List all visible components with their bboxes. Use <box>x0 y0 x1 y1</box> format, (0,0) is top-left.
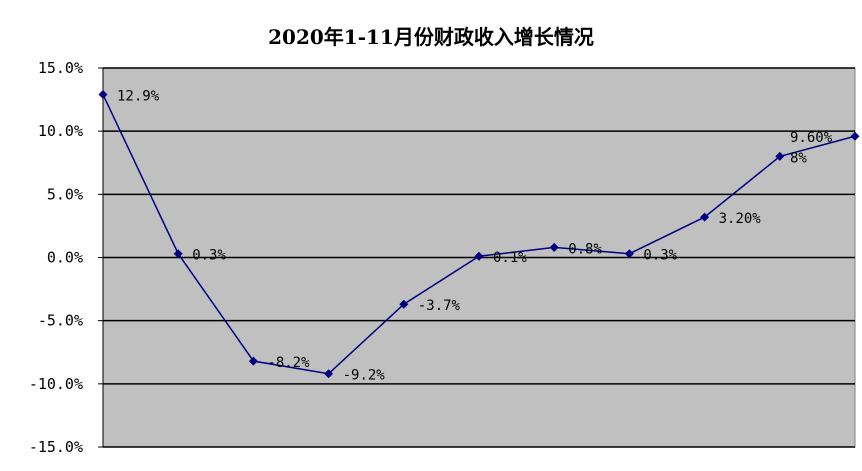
chart-title: 2020年1-11月份财政收入增长情况 <box>268 25 594 49</box>
data-label: 12.9% <box>117 89 160 105</box>
data-point <box>98 90 108 100</box>
data-point <box>549 242 559 252</box>
data-label: 0.3% <box>643 248 677 264</box>
data-point <box>474 251 484 261</box>
gridlines <box>98 67 855 448</box>
data-label: 0.1% <box>493 250 527 266</box>
data-point <box>173 249 183 259</box>
data-point <box>324 369 334 379</box>
data-label: -8.2% <box>267 355 310 371</box>
data-markers <box>98 90 860 379</box>
data-point <box>399 299 409 309</box>
data-label: -3.7% <box>418 298 461 314</box>
data-point <box>700 212 710 222</box>
data-point <box>624 249 634 259</box>
data-label: 0.3% <box>192 248 226 264</box>
y-tick-label: 15.0% <box>38 59 83 77</box>
y-tick-label: 10.0% <box>38 122 83 140</box>
data-label: 8% <box>790 150 807 166</box>
data-labels: 12.9% 0.3% -8.2% -9.2% -3.7% 0.1% 0.8% 0.3% 3.20… <box>117 89 833 384</box>
data-point <box>775 151 785 161</box>
data-label: 0.8% <box>568 241 602 257</box>
y-tick-label: 5.0% <box>47 185 83 203</box>
y-axis-ticks: 15.0% 10.0% 5.0% 0.0% -5.0% -10.0% -15.0% <box>29 59 83 456</box>
y-tick-label: -10.0% <box>29 375 83 393</box>
data-point <box>248 356 258 366</box>
y-tick-label: -15.0% <box>29 438 83 456</box>
data-label: 9.60% <box>790 130 833 146</box>
y-tick-label: -5.0% <box>38 312 83 330</box>
y-tick-label: 0.0% <box>47 249 83 267</box>
data-label: -9.2% <box>343 368 386 384</box>
data-label: 3.20% <box>719 211 762 227</box>
data-point <box>850 131 860 141</box>
